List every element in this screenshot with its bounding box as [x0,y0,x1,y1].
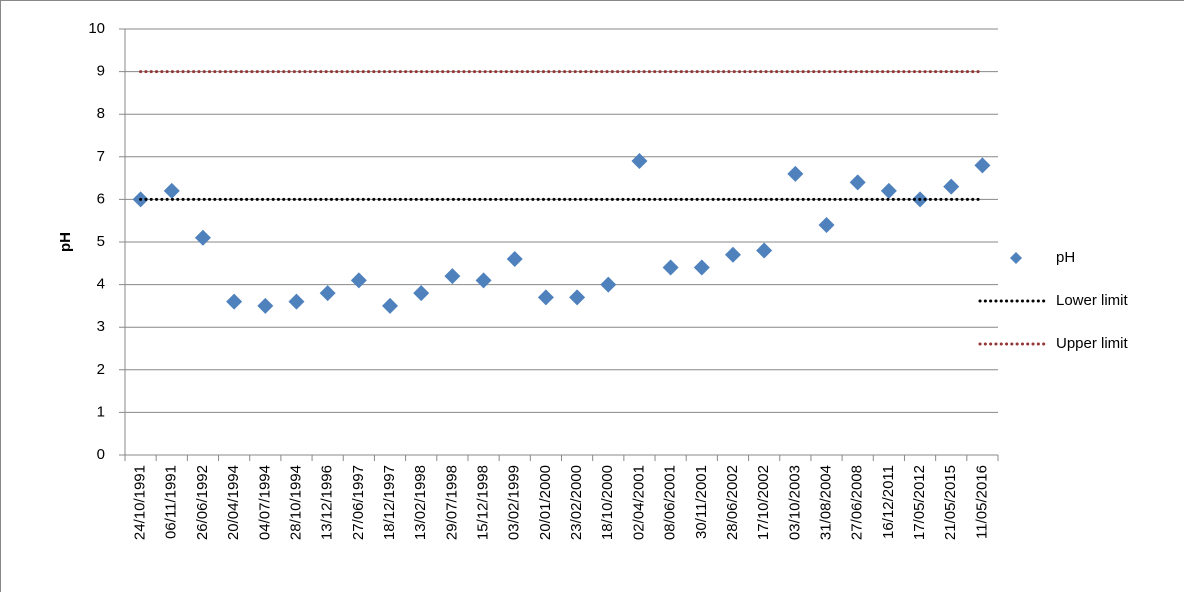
x-tick-label: 29/07/1998 [443,465,460,540]
data-point [382,297,399,314]
x-tick-label: 23/02/2000 [568,465,585,540]
data-point [974,157,991,174]
data-point [662,259,679,276]
x-tick-label: 26/06/1992 [194,465,211,540]
y-tick-label: 2 [97,361,105,378]
x-tick-label: 02/04/2001 [630,465,647,540]
y-tick-label: 5 [97,233,105,250]
data-point [600,276,617,293]
data-point [257,297,274,314]
x-tick-label: 03/10/2003 [786,465,803,540]
x-tick-label: 11/05/2016 [973,465,990,539]
data-point [849,174,866,191]
x-tick-label: 27/06/1997 [350,465,367,540]
y-tick-label: 10 [88,20,105,37]
x-tick-label: 31/08/2004 [817,465,834,540]
x-tick-label: 30/11/2001 [693,465,710,539]
data-point [506,251,523,268]
data-point [350,272,367,289]
x-tick-label: 15/12/1998 [475,465,492,540]
legend-label: Lower limit [1056,292,1129,309]
x-tick-label: 13/12/1996 [319,465,336,540]
data-point [693,259,710,276]
y-axis-title: pH [57,232,74,252]
x-tick-label: 28/10/1994 [287,465,304,540]
x-tick-label: 17/10/2002 [755,465,772,540]
y-tick-label: 0 [97,446,105,463]
data-point [724,246,741,263]
x-tick-label: 18/10/2000 [599,465,616,540]
x-tick-label: 28/06/2002 [724,465,741,540]
data-point [880,182,897,199]
data-point [631,153,648,170]
x-tick-label: 08/06/2001 [662,465,679,540]
x-tick-label: 18/12/1997 [381,465,398,540]
data-point [943,178,960,195]
data-point [537,289,554,306]
x-tick-label: 06/11/1991 [163,465,180,539]
x-tick-label: 17/05/2012 [911,465,928,540]
y-tick-label: 1 [97,403,105,420]
data-point [163,182,180,199]
x-tick-label: 27/06/2008 [849,465,866,540]
data-point [756,242,773,259]
legend-marker [1010,252,1022,264]
x-tick-label: 20/01/2000 [537,465,554,540]
x-tick-label: 21/05/2015 [942,465,959,540]
y-tick-label: 6 [97,190,105,207]
x-tick-label: 13/02/1998 [412,465,429,540]
y-tick-label: 8 [97,105,105,122]
data-point [569,289,586,306]
data-point [818,216,835,233]
y-tick-label: 9 [97,63,105,80]
x-tick-label: 16/12/2011 [880,465,897,539]
x-tick-label: 20/04/1994 [225,465,242,540]
data-point [413,285,430,302]
y-tick-label: 3 [97,318,105,335]
x-tick-label: 03/02/1999 [506,465,523,540]
data-point [787,165,804,182]
data-point [288,293,305,310]
data-point [226,293,243,310]
data-point [444,268,461,285]
x-tick-label: 24/10/1991 [132,465,149,540]
data-point [475,272,492,289]
y-tick-label: 7 [97,148,105,165]
data-point [194,229,211,246]
legend-label: pH [1056,249,1075,266]
legend-label: Upper limit [1056,335,1129,352]
data-point [319,285,336,302]
x-tick-label: 04/07/1994 [256,465,273,540]
y-tick-label: 4 [97,276,105,293]
